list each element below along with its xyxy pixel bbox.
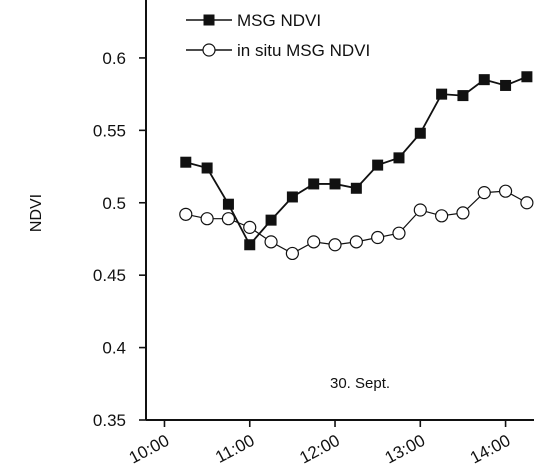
y-tick-label: 0.35 <box>93 411 126 430</box>
data-point <box>349 235 363 249</box>
data-point <box>372 159 384 171</box>
data-point <box>521 71 533 83</box>
y-axis-label: NDVI <box>28 194 45 232</box>
data-point <box>307 235 321 249</box>
data-point <box>520 196 534 210</box>
data-point <box>457 90 469 102</box>
x-tick-label: 11:00 <box>212 431 257 467</box>
data-point <box>286 191 298 203</box>
series-msg-ndvi <box>180 71 533 251</box>
data-point <box>200 212 214 226</box>
legend-marker <box>203 14 215 26</box>
data-point <box>221 212 236 226</box>
legend: MSG NDVI in situ MSG NDVI <box>186 11 370 60</box>
data-point <box>179 207 193 221</box>
data-point <box>265 214 277 226</box>
series-layer <box>179 71 534 261</box>
data-point <box>180 156 192 168</box>
data-point <box>413 203 427 217</box>
data-point <box>308 178 320 190</box>
legend-item: in situ MSG NDVI <box>186 41 370 60</box>
y-tick-label: 0.4 <box>102 339 126 358</box>
data-point <box>328 238 342 252</box>
data-point <box>201 162 213 174</box>
legend-marker <box>202 43 216 57</box>
x-ticks: 10:00 11:00 12:00 13:00 14:00 <box>126 420 513 468</box>
legend-label: in situ MSG NDVI <box>237 41 370 60</box>
series-in-situ-msg-ndvi <box>179 184 534 261</box>
x-tick-label: 13:00 <box>382 431 428 468</box>
data-point <box>498 184 513 198</box>
data-point <box>350 182 362 194</box>
data-point <box>244 239 256 251</box>
data-point <box>393 152 405 164</box>
data-point <box>456 206 470 220</box>
data-point <box>243 220 257 234</box>
data-point <box>264 235 278 249</box>
axes <box>145 0 534 421</box>
data-point <box>329 178 341 190</box>
series-line <box>185 75 528 247</box>
y-tick-label: 0.55 <box>93 121 126 140</box>
legend-item: MSG NDVI <box>186 11 321 30</box>
data-point <box>478 74 490 86</box>
x-tick-label: 14:00 <box>467 431 513 468</box>
data-point <box>222 198 234 210</box>
y-tick-label: 0.45 <box>93 266 126 285</box>
data-point <box>435 209 449 223</box>
data-point <box>477 186 491 200</box>
date-annotation: 30. Sept. <box>330 375 390 392</box>
legend-label: MSG NDVI <box>237 11 321 30</box>
data-point <box>500 79 512 91</box>
data-point <box>392 226 406 240</box>
y-ticks: 0.35 0.4 0.45 0.5 0.55 0.6 <box>93 49 146 430</box>
y-tick-label: 0.5 <box>102 194 126 213</box>
data-point <box>371 230 385 245</box>
data-point <box>285 246 299 261</box>
y-tick-label: 0.6 <box>102 49 126 68</box>
x-tick-label: 10:00 <box>126 431 172 468</box>
x-tick-label: 12:00 <box>296 431 342 468</box>
data-point <box>436 88 448 100</box>
data-point <box>414 127 426 139</box>
